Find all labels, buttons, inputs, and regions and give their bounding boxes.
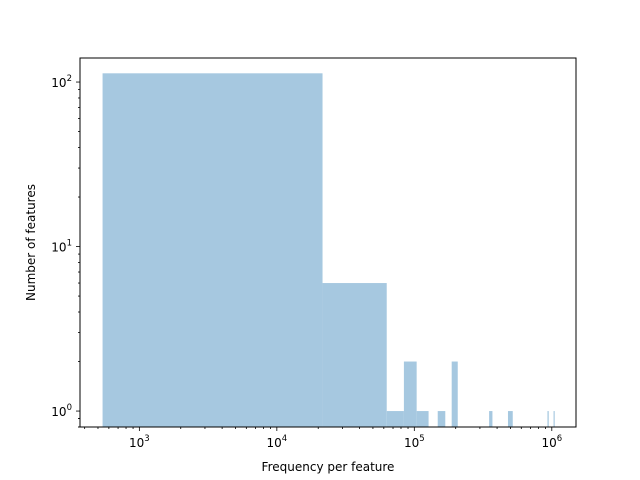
x-tick-label-2: 105 bbox=[404, 434, 425, 450]
y-tick-label-1: 101 bbox=[51, 239, 72, 255]
y-axis-label: Number of features bbox=[24, 184, 38, 301]
histogram-bar-1 bbox=[322, 283, 387, 427]
x-tick-label-0: 103 bbox=[129, 434, 150, 450]
histogram-bar-8 bbox=[507, 411, 513, 427]
x-tick-label-3: 106 bbox=[541, 434, 562, 450]
histogram-bar-2 bbox=[386, 411, 404, 427]
histogram-bar-10 bbox=[553, 411, 555, 427]
histogram-bar-9 bbox=[547, 411, 549, 427]
x-tick-label-1: 104 bbox=[266, 434, 287, 450]
histogram-bar-4 bbox=[416, 411, 429, 427]
y-tick-label-0: 100 bbox=[51, 403, 72, 419]
histogram-bars bbox=[102, 73, 555, 427]
x-axis-label: Frequency per feature bbox=[262, 460, 395, 474]
histogram-bar-6 bbox=[451, 361, 458, 427]
histogram-bar-3 bbox=[403, 361, 417, 427]
x-axis-ticks: 103 104 105 106 bbox=[129, 427, 562, 450]
histogram-bar-5 bbox=[437, 411, 446, 427]
plot-frame bbox=[79, 57, 577, 428]
histogram-bar-7 bbox=[489, 411, 493, 427]
histogram-bar-0 bbox=[102, 73, 323, 427]
y-axis-ticks: 100 101 102 bbox=[51, 74, 80, 419]
y-tick-label-2: 102 bbox=[51, 74, 72, 90]
